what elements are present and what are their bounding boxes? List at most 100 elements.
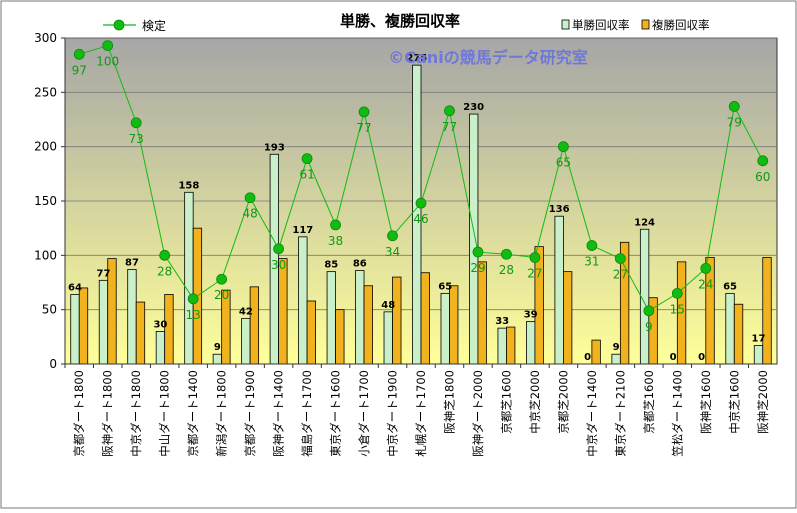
x-tick-label: 福島ダート1700 (300, 370, 314, 457)
bar-value-label: 85 (324, 260, 338, 271)
bar-fukusho (563, 271, 573, 365)
x-tick-label: 京都芝1600 (499, 370, 513, 434)
line-value-label: 61 (299, 168, 314, 182)
y-tick-label: 100 (34, 248, 57, 262)
line-point (330, 219, 341, 231)
bar-tansho (753, 345, 764, 365)
x-tick-label: 阪神芝2000 (756, 370, 770, 434)
bar-tansho (212, 353, 223, 365)
line-point (358, 106, 370, 118)
x-tick-label: 京都芝1600 (642, 370, 656, 434)
bar-tansho (554, 215, 564, 365)
bar-fukusho (306, 300, 316, 365)
legend-label-fukusho: 複勝回収率 (652, 18, 710, 32)
x-tick-label: 阪神芝1800 (442, 370, 456, 434)
bar-value-label: 136 (549, 204, 570, 215)
x-tick-label: 阪神ダート1400 (272, 370, 286, 457)
bar-value-label: 9 (214, 342, 221, 353)
line-point (159, 249, 171, 261)
bar-value-label: 17 (752, 334, 766, 345)
x-tick-label: 中京ダート1800 (129, 370, 143, 457)
line-value-label: 13 (186, 308, 201, 322)
legend-swatch-fukusho (641, 19, 650, 30)
x-tick-label: 阪神ダート2000 (471, 370, 485, 457)
line-value-label: 28 (499, 263, 514, 277)
line-point (671, 287, 683, 299)
x-tick-label: 阪神ダート1800 (101, 370, 115, 457)
line-point (102, 40, 114, 52)
x-tick-label: 小倉ダート1700 (357, 370, 371, 457)
y-tick-label: 200 (34, 140, 57, 154)
bar-value-label: 0 (670, 352, 677, 363)
line-point (130, 117, 142, 129)
line-value-label: 100 (96, 55, 119, 69)
x-tick-label: 京都ダート1900 (243, 370, 257, 457)
line-point (273, 243, 285, 255)
bar-tansho (127, 269, 137, 365)
line-value-label: 27 (613, 268, 628, 282)
x-tick-label: 中京ダート1400 (585, 370, 599, 457)
bar-tansho (326, 271, 336, 365)
watermark-text: ©Caniの競馬データ研究室 (388, 48, 587, 67)
line-point (187, 293, 199, 305)
x-tick-label: 中京芝2000 (528, 370, 542, 434)
bar-tansho (469, 113, 479, 365)
line-point (643, 305, 655, 317)
line-value-label: 15 (670, 302, 685, 316)
x-axis: 京都ダート1800 阪神ダート1800 中京ダート1800 中山ダート1800 京都ダー… (64, 363, 777, 457)
bar-tansho (440, 292, 450, 365)
line-point (216, 273, 228, 285)
line-point (244, 192, 256, 204)
bar-tansho (241, 317, 251, 365)
bar-value-label: 230 (463, 102, 484, 113)
x-tick-label: 中山ダート1800 (158, 370, 172, 457)
line-value-label: 97 (72, 63, 87, 77)
line-value-label: 30 (271, 258, 286, 272)
line-value-label: 31 (584, 255, 599, 269)
legend-label-kentei: 検定 (142, 18, 166, 33)
line-value-label: 77 (356, 121, 371, 135)
bar-fukusho (135, 301, 146, 365)
line-point (586, 240, 598, 251)
bar-fukusho (762, 257, 772, 365)
x-tick-label: 東京ダート1600 (329, 370, 343, 457)
legend-line-marker (113, 19, 125, 31)
bar-tansho (725, 292, 735, 365)
line-value-label: 65 (556, 156, 571, 170)
line-point (444, 105, 455, 117)
x-tick-label: 京都ダート1800 (72, 370, 86, 457)
legend-swatch-tansho (561, 19, 570, 30)
y-tick-label: 150 (34, 194, 57, 208)
line-value-label: 77 (442, 120, 457, 134)
bar-tansho (70, 294, 80, 365)
bar-value-label: 124 (634, 217, 655, 228)
bar-fukusho (534, 246, 544, 365)
legend: 検定 単勝回収率 複勝回収率 (103, 18, 710, 33)
line-point (558, 141, 569, 153)
bar-value-label: 87 (125, 257, 139, 268)
bar-value-label: 275 (406, 53, 427, 64)
x-tick-label: 京都芝2000 (556, 370, 570, 434)
line-value-label: 38 (328, 234, 343, 248)
bar-fukusho (733, 303, 744, 365)
y-tick-label: 50 (42, 303, 57, 317)
line-value-label: 79 (727, 115, 742, 129)
line-point (472, 246, 484, 258)
line-value-label: 24 (698, 277, 713, 291)
bar-tansho (383, 311, 393, 365)
line-value-label: 27 (527, 267, 542, 281)
bar-tansho (526, 321, 536, 365)
y-axis: 0 50 100 150 200 250 300 (34, 31, 66, 371)
bar-tansho (98, 279, 109, 365)
line-point (529, 252, 541, 263)
x-tick-label: 新潟ダート1800 (215, 370, 229, 457)
line-point (728, 101, 740, 112)
bar-fukusho (363, 285, 373, 365)
line-value-label: 28 (157, 264, 172, 278)
bar-fukusho (449, 285, 459, 365)
bar-tansho (355, 270, 365, 365)
bar-value-label: 0 (584, 352, 591, 363)
bar-value-label: 0 (698, 352, 705, 363)
bar-fukusho (591, 339, 601, 365)
line-point (73, 48, 85, 60)
